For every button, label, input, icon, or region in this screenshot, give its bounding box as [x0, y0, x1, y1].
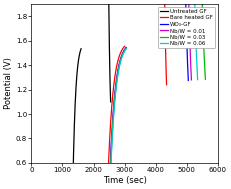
Line: Nb/W = 0.06: Nb/W = 0.06	[31, 49, 126, 189]
Line: Nb/W = 0.03: Nb/W = 0.03	[31, 48, 126, 189]
Untreated GF	[80, 48, 82, 50]
Line: WO₃-GF: WO₃-GF	[31, 47, 126, 189]
Nb/W = 0.03	[125, 47, 128, 50]
WO₃-GF	[125, 46, 128, 49]
Line: Bare heated GF: Bare heated GF	[31, 46, 125, 189]
Line: Nb/W = 0.01: Nb/W = 0.01	[31, 48, 126, 189]
Line: Untreated GF: Untreated GF	[31, 49, 81, 189]
Legend: Untreated GF, Bare heated GF, WO₃-GF, Nb/W = 0.01, Nb/W = 0.03, Nb/W = 0.06: Untreated GF, Bare heated GF, WO₃-GF, Nb…	[158, 7, 215, 48]
Bare heated GF	[123, 45, 126, 47]
X-axis label: Time (sec): Time (sec)	[103, 176, 146, 185]
Nb/W = 0.01	[125, 47, 128, 49]
Y-axis label: Potential (V): Potential (V)	[4, 58, 13, 109]
Nb/W = 0.06	[125, 48, 128, 50]
